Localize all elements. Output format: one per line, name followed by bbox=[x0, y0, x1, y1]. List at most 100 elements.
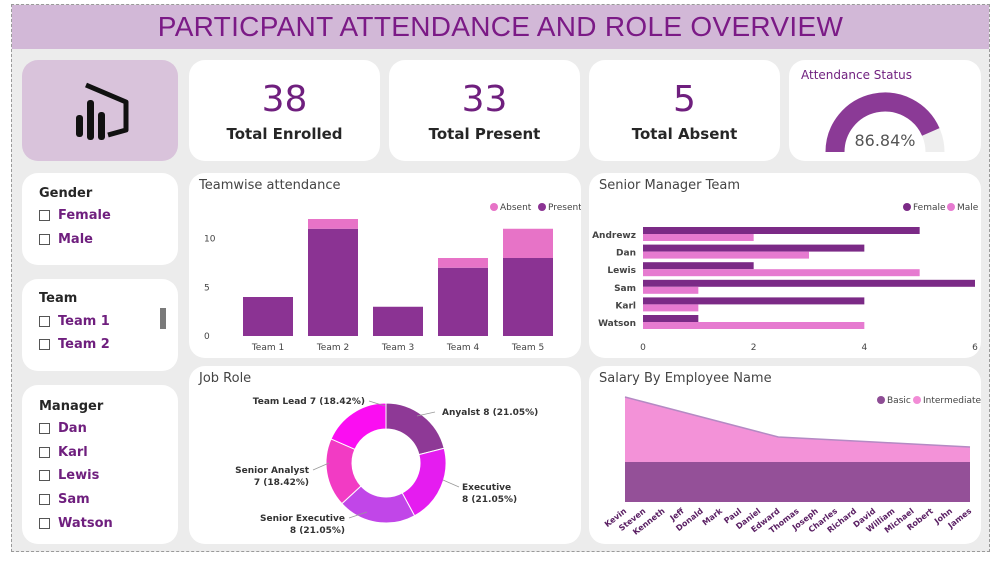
slicer-item-label: Team 2 bbox=[58, 337, 110, 352]
legend-marker bbox=[877, 396, 885, 404]
bar-female bbox=[643, 227, 920, 234]
slicer-item-label: Watson bbox=[58, 516, 113, 531]
bar-present bbox=[243, 297, 293, 336]
x-tick-label: Team 3 bbox=[381, 343, 414, 353]
kpi-value: 33 bbox=[461, 78, 508, 120]
legend-marker bbox=[947, 203, 955, 211]
bar-female bbox=[643, 315, 699, 322]
slicer-item-label: Dan bbox=[58, 421, 87, 436]
title-banner: PARTICPANT ATTENDANCE AND ROLE OVERVIEW bbox=[12, 5, 989, 49]
kpi-label: Total Present bbox=[428, 124, 541, 143]
legend-marker bbox=[490, 203, 498, 211]
legend-label: Intermediate bbox=[923, 396, 981, 406]
slicer-item-male[interactable]: Male bbox=[39, 232, 93, 247]
kpi-value: 38 bbox=[261, 78, 308, 120]
checkbox[interactable] bbox=[39, 470, 50, 481]
x-tick-label: 0 bbox=[640, 343, 646, 353]
job-role-chart: Job Role Anyalst 8 (21.05%) Executive 8 (2… bbox=[189, 366, 581, 544]
donut-label: 7 (18.42%) bbox=[254, 478, 309, 488]
kpi-label: Total Absent bbox=[631, 124, 738, 143]
slicer-item-label: Lewis bbox=[58, 468, 100, 483]
donut-slice bbox=[330, 402, 387, 451]
bar-absent bbox=[503, 228, 553, 258]
legend-marker bbox=[913, 396, 921, 404]
leader-line bbox=[312, 462, 330, 471]
chart-title: Job Role bbox=[199, 371, 252, 386]
power-bi-logo-icon bbox=[76, 82, 129, 140]
legend-label: Basic bbox=[887, 396, 911, 406]
gauge-fill bbox=[825, 92, 940, 153]
slicer-item-label: Sam bbox=[58, 492, 90, 507]
manager-slicer: Manager Dan Karl Lewis Sam Watson bbox=[22, 385, 178, 544]
gender-slicer: Gender Female Male bbox=[22, 173, 178, 265]
slicer-item-team-1[interactable]: Team 1 bbox=[39, 314, 110, 329]
bar-male bbox=[643, 269, 920, 277]
checkbox[interactable] bbox=[39, 339, 50, 350]
bar-female bbox=[643, 244, 865, 252]
y-tick-label: Dan bbox=[616, 249, 636, 259]
bar-absent bbox=[438, 258, 488, 268]
attendance-gauge-card: Attendance Status 86.84% bbox=[789, 60, 981, 161]
kpi-total-enrolled: 38 Total Enrolled bbox=[189, 60, 380, 161]
donut-label: Anyalst 8 (21.05%) bbox=[442, 408, 538, 418]
donut-label: Senior Analyst bbox=[235, 466, 310, 476]
slicer-item-lewis[interactable]: Lewis bbox=[39, 468, 99, 483]
checkbox[interactable] bbox=[39, 494, 50, 505]
legend-label: Present bbox=[548, 203, 581, 213]
x-tick-label: Team 2 bbox=[316, 343, 349, 353]
slicer-item-karl[interactable]: Karl bbox=[39, 445, 88, 460]
x-tick-label: 4 bbox=[861, 343, 867, 353]
checkbox[interactable] bbox=[39, 316, 50, 327]
area-basic bbox=[625, 462, 970, 502]
page-title: PARTICPANT ATTENDANCE AND ROLE OVERVIEW bbox=[157, 11, 844, 42]
slicer-title: Team bbox=[39, 291, 78, 306]
kpi-total-present: 33 Total Present bbox=[389, 60, 580, 161]
teamwise-attendance-chart: Teamwise attendance Absent Present 0 5 10 Tea… bbox=[189, 173, 581, 358]
kpi-value: 5 bbox=[673, 78, 696, 120]
slicer-item-sam[interactable]: Sam bbox=[39, 492, 90, 507]
checkbox[interactable] bbox=[39, 210, 50, 221]
checkbox[interactable] bbox=[39, 234, 50, 245]
line-intermediate bbox=[624, 396, 971, 448]
slicer-title: Gender bbox=[39, 186, 93, 201]
x-tick-label: Team 5 bbox=[511, 343, 544, 353]
bar-present bbox=[503, 258, 553, 336]
slicer-item-team-2[interactable]: Team 2 bbox=[39, 337, 110, 352]
slicer-scrollbar[interactable] bbox=[160, 308, 166, 329]
bar-male bbox=[643, 322, 865, 329]
bar-male bbox=[643, 251, 809, 259]
bar-male bbox=[643, 304, 699, 312]
bar-female bbox=[643, 262, 754, 270]
job-role-donut: Anyalst 8 (21.05%) Executive 8 (21.05%) Sen… bbox=[235, 397, 538, 536]
gauge-value: 86.84% bbox=[854, 131, 915, 150]
y-tick-label: Karl bbox=[615, 301, 636, 311]
team-slicer: Team Team 1 Team 2 bbox=[22, 279, 178, 371]
x-tick-label: Team 4 bbox=[446, 343, 480, 353]
slicer-item-watson[interactable]: Watson bbox=[39, 516, 113, 531]
y-tick-label: 10 bbox=[204, 235, 216, 245]
x-tick-label: 6 bbox=[972, 343, 978, 353]
x-tick-label: 2 bbox=[751, 343, 757, 353]
slicer-item-dan[interactable]: Dan bbox=[39, 421, 87, 436]
chart-title: Teamwise attendance bbox=[199, 178, 341, 193]
bar-female bbox=[643, 297, 865, 305]
checkbox[interactable] bbox=[39, 447, 50, 458]
bar-female bbox=[643, 279, 975, 287]
leader-line bbox=[416, 411, 436, 417]
donut-label: Team Lead 7 (18.42%) bbox=[253, 397, 365, 407]
leader-line bbox=[348, 511, 368, 519]
slicer-title: Manager bbox=[39, 399, 104, 414]
x-tick-label: Mark bbox=[701, 506, 725, 527]
salary-by-employee-chart: Salary By Employee Name Basic Intermediat… bbox=[589, 366, 981, 544]
y-tick-label: 0 bbox=[204, 332, 210, 342]
chart-title: Salary By Employee Name bbox=[599, 371, 772, 386]
checkbox[interactable] bbox=[39, 518, 50, 529]
logo-card bbox=[22, 60, 178, 161]
checkbox[interactable] bbox=[39, 423, 50, 434]
legend-label: Female bbox=[913, 203, 946, 213]
slicer-item-female[interactable]: Female bbox=[39, 208, 111, 223]
attendance-gauge: 86.84% bbox=[825, 92, 945, 153]
slicer-item-label: Karl bbox=[58, 445, 88, 460]
legend-marker bbox=[538, 203, 546, 211]
leader-line bbox=[442, 479, 460, 488]
